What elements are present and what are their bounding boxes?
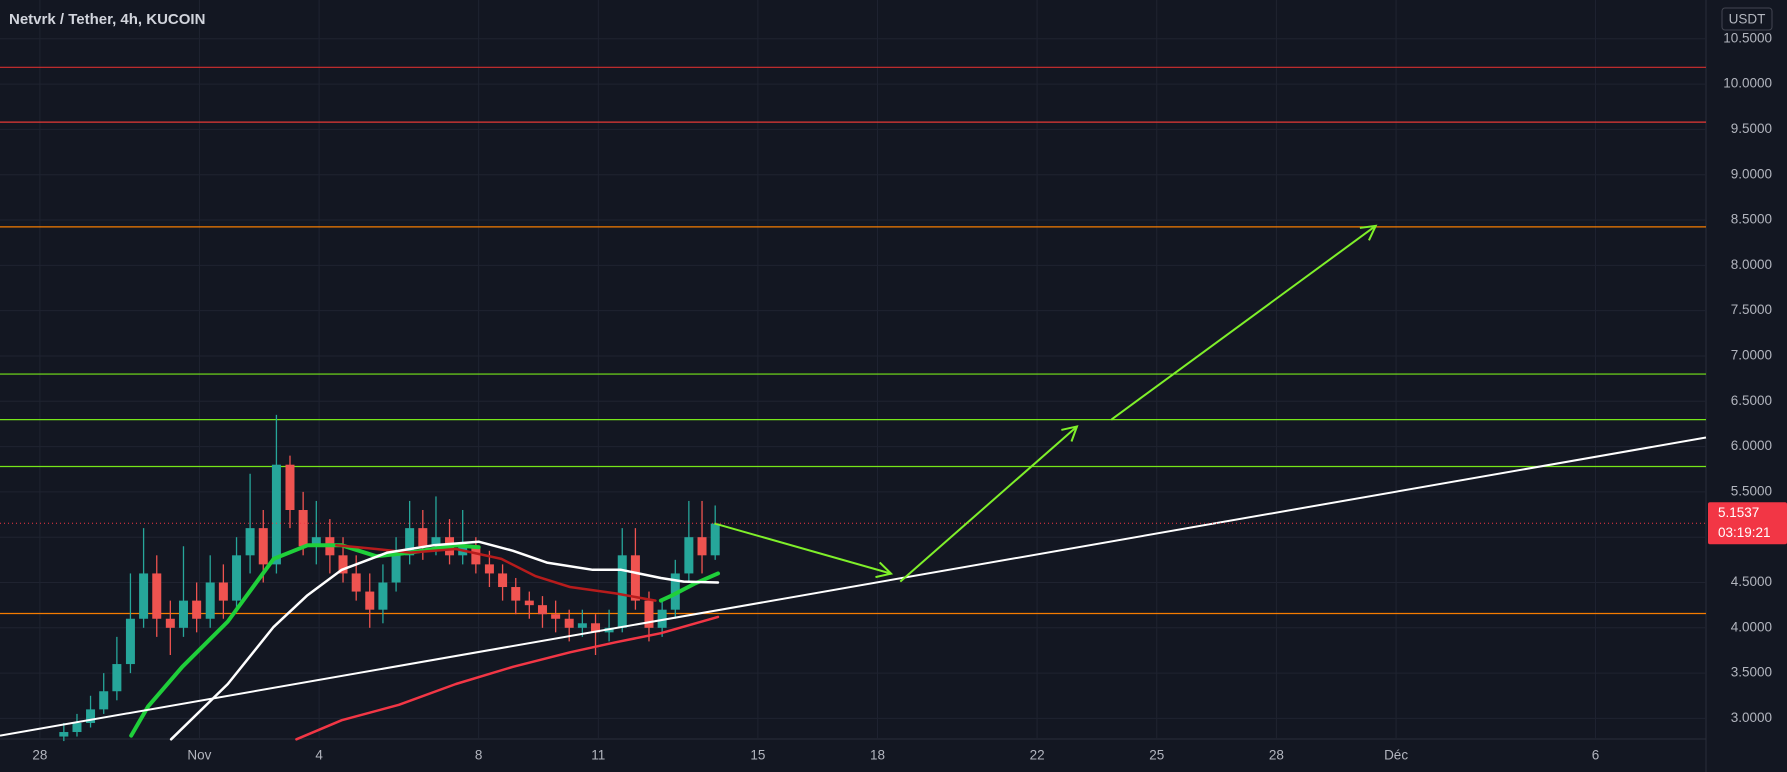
y-tick-label: 10.5000 [1723, 30, 1772, 45]
moving-average [335, 544, 657, 602]
arrow-line [1110, 225, 1377, 421]
y-tick-label: 8.5000 [1731, 212, 1772, 227]
y-tick-label: 5.5000 [1731, 483, 1772, 498]
y-tick-label: 10.0000 [1723, 76, 1772, 91]
arrow-head [875, 561, 894, 579]
candle-body [285, 464, 295, 511]
arrow-line [899, 425, 1078, 583]
trend-line [0, 436, 1707, 737]
candle-body [192, 600, 202, 619]
x-tick-label: Déc [1384, 748, 1408, 763]
candle-body [697, 537, 707, 556]
y-tick-label: 8.0000 [1731, 257, 1772, 272]
candle-body [139, 573, 149, 619]
y-tick-label: 9.5000 [1731, 121, 1772, 136]
candle-body [471, 546, 481, 565]
candle-body [405, 528, 415, 556]
x-tick-label: Nov [187, 748, 211, 763]
candle-body [178, 600, 188, 628]
candle-body [431, 537, 441, 547]
grid-layer [0, 0, 1706, 739]
candle-body [152, 573, 162, 619]
candle-body [511, 587, 521, 601]
candle-body [564, 618, 574, 628]
candle-body [165, 618, 175, 628]
y-tick-label: 6.0000 [1731, 438, 1772, 453]
candle-body [125, 618, 135, 665]
candle-body [338, 555, 348, 574]
candle-body [378, 582, 388, 610]
candle-body [365, 591, 375, 610]
currency-label[interactable]: USDT [1729, 12, 1766, 27]
y-tick-label: 3.5000 [1731, 665, 1772, 680]
x-tick-label: 6 [1592, 748, 1600, 763]
chart-title: Netvrk / Tether, 4h, KUCOIN [9, 11, 205, 28]
y-tick-label: 9.0000 [1731, 166, 1772, 181]
x-tick-label: 11 [591, 748, 605, 763]
x-tick-label: 8 [475, 748, 483, 763]
last-price-label: 5.1537 [1718, 505, 1759, 520]
candle-body [351, 573, 361, 592]
x-tick-label: 4 [315, 748, 323, 763]
candle-body [258, 528, 268, 565]
moving-average [295, 615, 720, 741]
candle-body [644, 600, 654, 628]
y-tick-label: 4.5000 [1731, 574, 1772, 589]
candle-body [551, 614, 561, 619]
ma-layer [129, 540, 720, 741]
candle-body [391, 555, 401, 583]
arrow-line [714, 522, 892, 575]
x-tick-label: 18 [870, 748, 885, 763]
axis-layer: 3.00003.50004.00004.50005.00005.50006.00… [32, 30, 1787, 763]
countdown-label: 03:19:21 [1718, 525, 1771, 540]
x-tick-label: 25 [1149, 748, 1164, 763]
moving-average [658, 571, 720, 603]
x-tick-label: 28 [32, 748, 47, 763]
y-tick-label: 6.5000 [1731, 393, 1772, 408]
candle-body [245, 528, 255, 556]
y-tick-label: 4.0000 [1731, 619, 1772, 634]
candle-body [112, 664, 122, 692]
candle-body [218, 582, 228, 601]
candle-body [484, 564, 494, 574]
candle-body [537, 605, 547, 615]
arrow-head [1359, 224, 1378, 241]
candle-body [298, 510, 308, 547]
candle-body [86, 709, 96, 723]
x-tick-label: 22 [1030, 748, 1045, 763]
candle-body [232, 555, 242, 601]
candle-body [205, 582, 215, 619]
levels-layer [0, 66, 1706, 615]
y-tick-label: 7.5000 [1731, 302, 1772, 317]
x-tick-label: 28 [1269, 748, 1284, 763]
candle-body [99, 691, 109, 710]
candle-body [271, 464, 281, 565]
candle-body [418, 528, 428, 547]
candle-body [657, 609, 667, 628]
arrow-head [1061, 425, 1079, 442]
candle-body [710, 523, 720, 556]
last-price-box [1708, 502, 1787, 545]
candle-body [684, 537, 694, 574]
y-tick-label: 3.0000 [1731, 710, 1772, 725]
candle-body [577, 623, 587, 628]
candle-body [59, 732, 69, 737]
y-tick-label: 7.0000 [1731, 348, 1772, 363]
candle-body [524, 600, 534, 606]
currency-box[interactable] [1721, 7, 1773, 31]
candle-body [617, 555, 627, 628]
candle-body [72, 722, 82, 733]
drawings-layer [0, 224, 1707, 737]
candle-body [630, 555, 640, 601]
candle-body [591, 623, 601, 633]
candle-body [498, 573, 508, 588]
x-tick-label: 15 [750, 748, 765, 763]
moving-average [169, 540, 720, 741]
candle-body [311, 537, 321, 547]
